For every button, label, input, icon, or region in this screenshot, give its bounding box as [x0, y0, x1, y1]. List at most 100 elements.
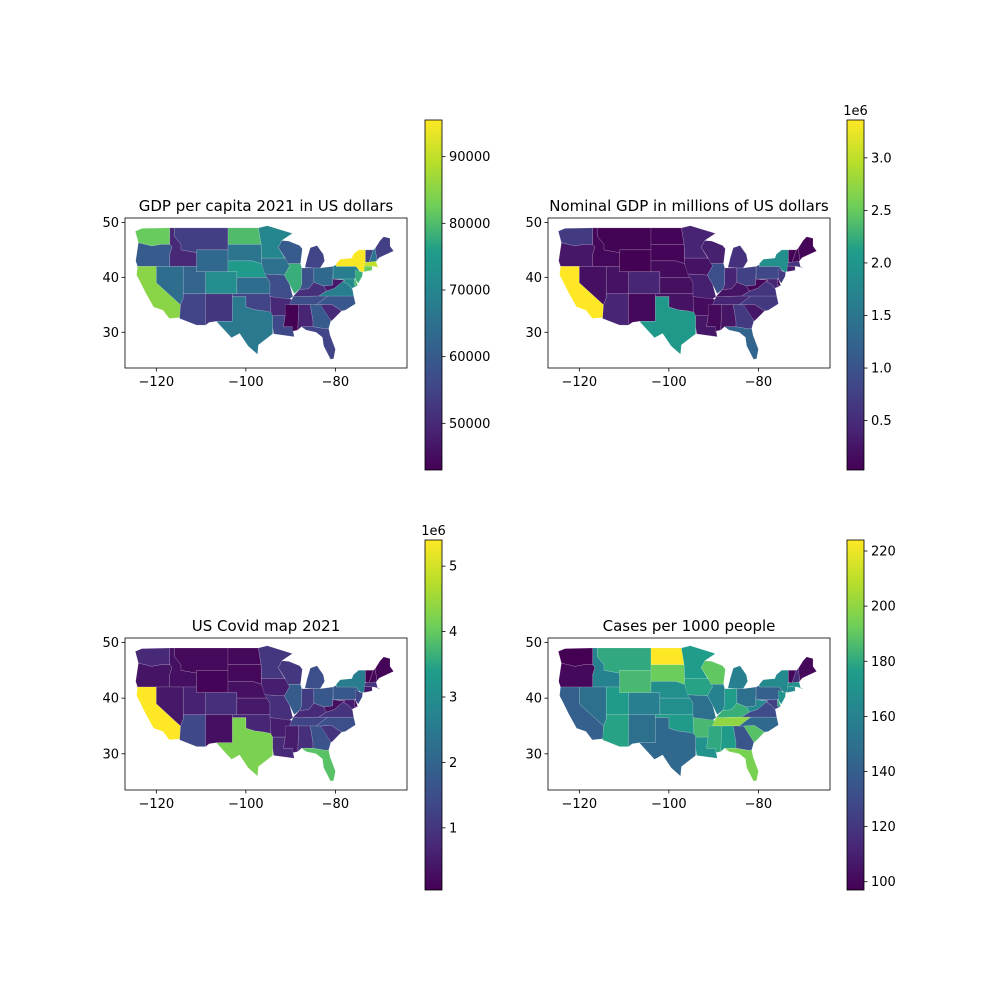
- state-mt: [597, 227, 652, 253]
- map-title: Nominal GDP in millions of US dollars: [549, 197, 829, 215]
- state-nd: [227, 227, 262, 245]
- state-nv: [579, 686, 607, 727]
- y-tick-label: 50: [525, 216, 542, 231]
- y-tick-label: 50: [102, 636, 119, 651]
- state-oh: [313, 686, 334, 708]
- state-co: [205, 271, 238, 294]
- x-tick-label: −80: [745, 797, 772, 812]
- colorbar-tick-label: 2.0: [871, 256, 892, 271]
- state-ia: [684, 257, 713, 276]
- map-panel-1: −120 −100 −80 30 40 50 GDP per capita 2021 in …: [102, 119, 490, 471]
- state-nd: [227, 647, 262, 665]
- colorbar-tick-label: 0.5: [871, 414, 892, 429]
- state-nj: [777, 269, 786, 284]
- state-me: [374, 236, 394, 261]
- state-ks: [236, 697, 271, 715]
- x-tick-label: −100: [228, 797, 264, 812]
- state-tx: [215, 296, 273, 355]
- state-md: [337, 278, 358, 289]
- state-me: [797, 236, 817, 261]
- state-mi: [304, 665, 325, 689]
- colorbar-tick-label: 70000: [449, 284, 490, 299]
- state-mt: [597, 647, 652, 674]
- state-ct: [786, 265, 796, 273]
- x-tick-label: −120: [138, 375, 174, 390]
- x-tick-label: −100: [228, 375, 264, 390]
- colorbar-offset-label: 1e6: [421, 524, 446, 539]
- colorbar-tick-label: 90000: [449, 150, 490, 165]
- y-tick-label: 40: [525, 271, 542, 286]
- x-tick-label: −100: [651, 375, 687, 390]
- map-title: Cases per 1000 people: [603, 617, 776, 635]
- colorbar: 1 2 3 4 5 1e6: [421, 524, 457, 891]
- colorbar-tick-label: 160: [871, 710, 896, 725]
- y-tick-label: 30: [102, 747, 119, 762]
- state-wy: [619, 249, 652, 272]
- colorbar-tick-label: 1.0: [871, 362, 892, 377]
- state-ia: [261, 257, 290, 276]
- y-tick-label: 50: [102, 216, 119, 231]
- state-ms: [706, 304, 722, 332]
- state-wy: [619, 670, 652, 693]
- state-or: [135, 242, 173, 267]
- colorbar-tick-label: 2.5: [871, 204, 892, 219]
- state-or: [558, 662, 596, 688]
- state-me: [797, 656, 817, 682]
- colorbar-tick-label: 5: [449, 560, 457, 575]
- axes-frame: [547, 217, 831, 369]
- state-il: [707, 263, 725, 295]
- state-ks: [659, 277, 694, 294]
- colorbar-tick-label: 60000: [449, 350, 490, 365]
- state-mi: [304, 245, 325, 269]
- state-mo: [264, 273, 294, 300]
- colorbar-tick-label: 2: [449, 756, 457, 771]
- state-me: [374, 656, 394, 682]
- x-tick-label: −80: [745, 375, 772, 390]
- colorbar: 100 120 140 160 180 200 220: [846, 539, 896, 891]
- state-nm: [205, 293, 233, 326]
- state-nj: [354, 269, 363, 284]
- state-az: [602, 293, 629, 326]
- state-mi: [727, 245, 748, 269]
- axes-frame: [124, 637, 408, 791]
- state-wy: [196, 249, 229, 272]
- state-mo: [687, 273, 717, 300]
- state-mn: [258, 645, 293, 679]
- state-oh: [313, 266, 334, 287]
- y-tick-label: 30: [102, 326, 119, 341]
- colorbar: 50000 60000 70000 80000 90000: [424, 119, 490, 471]
- state-sc: [743, 304, 765, 321]
- state-ia: [684, 678, 713, 697]
- state-mi: [727, 665, 748, 689]
- state-tx: [638, 296, 696, 355]
- y-tick-label: 50: [525, 636, 542, 651]
- state-nj: [354, 690, 363, 705]
- state-nd: [650, 647, 685, 665]
- axes-frame: [547, 637, 831, 791]
- x-tick-label: −120: [561, 797, 597, 812]
- colorbar-gradient: [424, 539, 443, 891]
- state-ct: [363, 265, 373, 273]
- state-az: [179, 293, 206, 326]
- map-title: GDP per capita 2021 in US dollars: [139, 197, 394, 215]
- colorbar-tick-label: 3.0: [871, 151, 892, 166]
- state-nd: [650, 227, 685, 245]
- state-nm: [628, 714, 656, 748]
- state-mn: [681, 645, 716, 679]
- colorbar-tick-label: 3: [449, 691, 457, 706]
- state-md: [760, 278, 781, 289]
- state-az: [179, 714, 206, 747]
- x-tick-label: −80: [322, 375, 349, 390]
- y-tick-label: 30: [525, 747, 542, 762]
- map-title: US Covid map 2021: [192, 617, 341, 635]
- state-mn: [681, 225, 716, 259]
- state-tx: [638, 717, 696, 777]
- state-mt: [173, 227, 229, 253]
- state-nh: [368, 668, 378, 684]
- state-nm: [628, 293, 656, 326]
- state-sc: [320, 304, 342, 321]
- state-mt: [173, 647, 229, 674]
- state-nj: [777, 690, 786, 705]
- state-fl: [300, 748, 336, 782]
- x-tick-label: −100: [651, 797, 687, 812]
